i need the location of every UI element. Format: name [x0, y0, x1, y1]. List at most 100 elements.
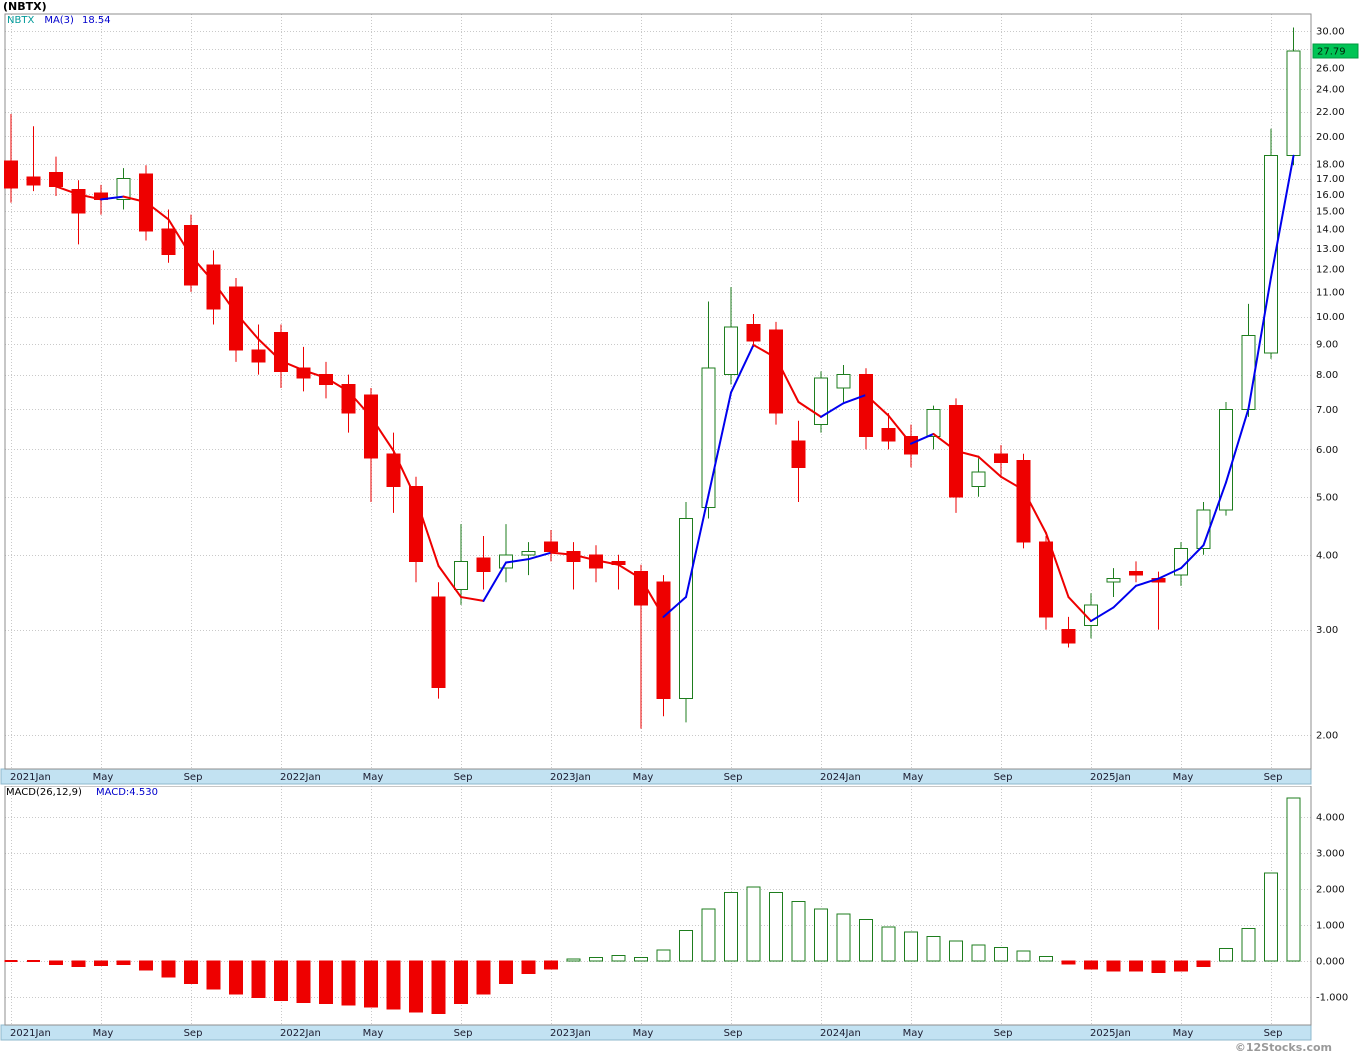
candle-body — [1264, 154, 1278, 354]
macd-bar-negative — [409, 960, 423, 1013]
ma-segment — [280, 359, 305, 372]
ma-segment — [955, 449, 980, 458]
macd-bar-positive — [1264, 872, 1278, 962]
price-x-axis-band: 2021Jan May Sep 2022Jan May Sep 2023Jan May Sep 2… — [0, 768, 1312, 785]
macd-bar-negative — [476, 960, 491, 995]
ma-segment — [685, 494, 710, 599]
ma-segment — [1225, 407, 1250, 484]
candle-body — [1061, 629, 1076, 644]
macd-bar-positive — [724, 892, 738, 962]
price-y-tick-label: 17.00 — [1316, 174, 1345, 185]
ma-segment — [415, 497, 440, 567]
x-tick-label: May — [93, 1028, 114, 1039]
candle-body — [364, 394, 378, 459]
x-tick-label: May — [903, 1028, 924, 1039]
price-y-tick-label: 20.00 — [1316, 132, 1345, 143]
x-tick-label: 2021Jan — [10, 1028, 51, 1039]
macd-y-tick-label: -1.000 — [1316, 993, 1348, 1004]
x-tick-label: 2021Jan — [10, 772, 51, 783]
macd-bar-positive — [611, 955, 626, 962]
price-y-axis-labels: 30.0028.0026.0024.0022.0020.0018.0017.00… — [1316, 27, 1345, 742]
price-y-tick-label: 22.00 — [1316, 107, 1345, 118]
candle-body — [701, 367, 716, 508]
macd-bar-positive — [679, 929, 693, 962]
macd-bar-positive — [634, 956, 648, 962]
candle-body — [431, 596, 446, 689]
candle-body — [319, 374, 333, 386]
candle-body — [656, 581, 671, 700]
ma-segment — [595, 559, 620, 566]
x-tick-label: 2025Jan — [1090, 772, 1131, 783]
macd-bar-negative — [184, 960, 198, 984]
legend-ma-value: 18.54 — [81, 15, 111, 26]
macd-bar-negative — [454, 960, 468, 1004]
macd-bar-positive — [904, 931, 918, 962]
price-y-tick-label: 16.00 — [1316, 190, 1345, 201]
candle-body — [476, 557, 491, 573]
ma-segment — [1067, 596, 1092, 623]
candle-body — [679, 517, 693, 700]
macd-bar-positive — [566, 958, 581, 962]
candle-body — [1016, 459, 1031, 543]
price-chart: 2021Jan May Sep 2022Jan May Sep 2023Jan May Sep 2… — [0, 13, 1359, 785]
ma-segment — [167, 218, 192, 257]
macd-bar-negative — [206, 960, 221, 990]
macd-bar-negative — [319, 960, 333, 1004]
macd-bar-negative — [1129, 960, 1143, 972]
macd-bar-positive — [814, 908, 828, 962]
price-y-tick-label: 24.00 — [1316, 85, 1345, 96]
price-y-tick-label: 10.00 — [1316, 312, 1345, 323]
macd-bar-positive — [1241, 928, 1256, 962]
candle-body — [1039, 541, 1053, 618]
macd-bar-negative — [94, 960, 108, 966]
ma-segment — [460, 596, 485, 602]
macd-bar-negative — [499, 960, 513, 984]
macd-y-tick-label: 1.000 — [1316, 921, 1345, 932]
macd-bar-positive — [881, 926, 896, 962]
candle-body — [161, 228, 176, 255]
macd-bar-positive — [1286, 797, 1301, 962]
ma-segment — [527, 551, 552, 561]
macd-y-tick-label: 0.000 — [1316, 957, 1345, 968]
ma-segment — [55, 185, 80, 196]
candle-body — [791, 440, 806, 468]
macd-params-label: MACD(26,12,9) — [6, 787, 82, 798]
candle-body — [814, 377, 828, 426]
macd-bar-negative — [71, 960, 86, 967]
price-y-tick-label: 15.00 — [1316, 207, 1345, 218]
macd-bar-positive — [769, 892, 783, 962]
macd-x-axis-band: 2021Jan May Sep 2022Jan May Sep 2023Jan May Sep 2… — [0, 1024, 1312, 1041]
ma-segment — [1022, 488, 1047, 534]
x-tick-label: May — [363, 1028, 384, 1039]
x-tick-label: 2023Jan — [550, 772, 591, 783]
ma-segment — [100, 195, 125, 201]
ma-segment — [1247, 276, 1272, 410]
macd-y-tick-label: 2.000 — [1316, 885, 1345, 896]
macd-bar-negative — [544, 960, 558, 970]
ma-segment — [752, 343, 777, 359]
ma-segment — [572, 553, 597, 562]
page-title: (NBTX) — [3, 0, 47, 13]
macd-bar-negative — [386, 960, 401, 1010]
candle-body — [926, 408, 941, 438]
watermark-link[interactable]: ©12Stocks.com — [1234, 1041, 1332, 1054]
candle-body — [724, 326, 738, 376]
macd-bar-negative — [1174, 960, 1188, 972]
candle-body — [1241, 334, 1256, 410]
ma-segment — [775, 356, 800, 404]
x-tick-label: Sep — [994, 1028, 1013, 1039]
x-tick-label: Sep — [184, 1028, 203, 1039]
x-tick-label: Sep — [1264, 1028, 1283, 1039]
macd-bar-positive — [859, 919, 873, 962]
macd-legend: MACD(26,12,9) MACD:4.530 — [6, 787, 158, 798]
candle-body — [544, 541, 558, 553]
ma-segment — [1157, 567, 1182, 580]
x-tick-label: Sep — [994, 772, 1013, 783]
macd-grid — [5, 786, 1311, 1025]
price-plot-border — [4, 13, 1312, 770]
macd-y-axis-labels: 4.000 3.000 2.000 1.000 0.000 -1.000 — [1316, 813, 1348, 1004]
ma-segment — [482, 561, 507, 602]
macd-bar-negative — [1151, 960, 1166, 974]
x-tick-label: May — [1173, 1028, 1194, 1039]
